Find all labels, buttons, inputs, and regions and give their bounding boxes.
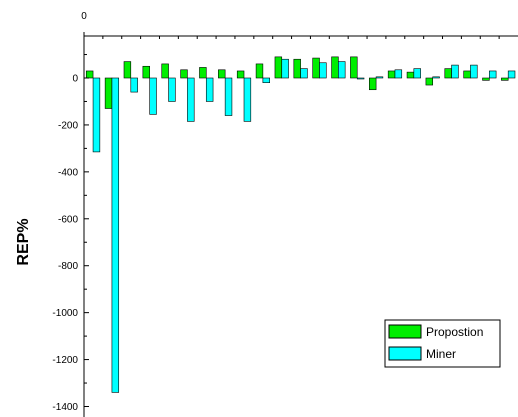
bar-propostion-13: [312, 57, 320, 79]
bar-miner-7: [205, 77, 214, 102]
bar-propostion-12: [293, 58, 301, 79]
bar-miner-20: [451, 64, 459, 79]
bar-propostion-20: [444, 68, 452, 79]
y-tick-label: 0: [72, 74, 78, 85]
y-tick-label: -1200: [52, 355, 78, 366]
bar-miner-6: [187, 77, 195, 122]
bar-miner-5: [168, 77, 176, 102]
bar-miner-15: [356, 77, 365, 80]
y-tick-label: -600: [58, 214, 78, 225]
bar-miner-10: [262, 77, 270, 83]
bar-propostion-21: [463, 70, 471, 79]
bar-propostion-4: [142, 65, 150, 79]
bar-propostion-1: [85, 70, 94, 79]
bar-propostion-6: [180, 69, 188, 79]
bar-miner-1: [92, 77, 101, 153]
bar-propostion-10: [255, 63, 264, 79]
legend: Propostion Miner: [384, 319, 501, 368]
y-axis-label: REP%: [15, 218, 32, 265]
bar-propostion-3: [123, 61, 132, 79]
bar-miner-14: [338, 61, 346, 79]
bar-propostion-7: [199, 67, 207, 79]
bar-propostion-14: [331, 56, 339, 79]
legend-swatch-miner: [388, 346, 422, 361]
bar-miner-4: [149, 77, 157, 115]
y-tick-label: -1400: [52, 402, 78, 413]
y-tick-label: -400: [58, 167, 78, 178]
legend-swatch-propostion: [388, 324, 422, 339]
bar-propostion-8: [218, 69, 226, 79]
bar-propostion-17: [387, 70, 396, 79]
top-axis-label: 0: [81, 11, 87, 22]
y-axis-ticks: 0 -200 -400 -600 -800 -1000 -1200 -1400: [52, 54, 89, 413]
chart-axes: [83, 32, 518, 417]
bar-propostion-23: [501, 77, 509, 81]
bar-propostion-22: [482, 77, 490, 81]
bar-miner-12: [300, 68, 308, 79]
y-tick-label: -200: [58, 120, 78, 131]
bar-miner-8: [224, 77, 233, 116]
y-tick-label: -800: [58, 261, 78, 272]
bar-propostion-9: [236, 70, 245, 79]
bar-miner-13: [319, 62, 327, 79]
bar-propostion-18: [406, 71, 415, 79]
bar-miner-11: [281, 58, 289, 79]
bar-miner-16: [375, 76, 384, 79]
bar-propostion-11: [274, 56, 283, 79]
y-tick-label: -1000: [52, 308, 78, 319]
legend-label-miner: Miner: [426, 347, 456, 361]
bar-miner-17: [394, 69, 403, 79]
bar-propostion-5: [161, 63, 169, 79]
bar-propostion-15: [350, 56, 358, 79]
bar-miner-9: [243, 77, 252, 122]
bar-propostion-19: [425, 77, 434, 86]
chart-bars: [85, 56, 516, 393]
legend-label-propostion: Propostion: [426, 325, 483, 339]
bar-miner-18: [413, 68, 421, 79]
bar-miner-19: [432, 76, 440, 79]
bar-miner-23: [507, 70, 516, 79]
bar-miner-3: [130, 77, 138, 93]
bar-miner-22: [489, 70, 497, 79]
bar-propostion-16: [369, 77, 377, 91]
bar-miner-21: [470, 64, 478, 79]
bar-propostion-2: [104, 77, 113, 109]
bar-miner-2: [111, 77, 120, 393]
